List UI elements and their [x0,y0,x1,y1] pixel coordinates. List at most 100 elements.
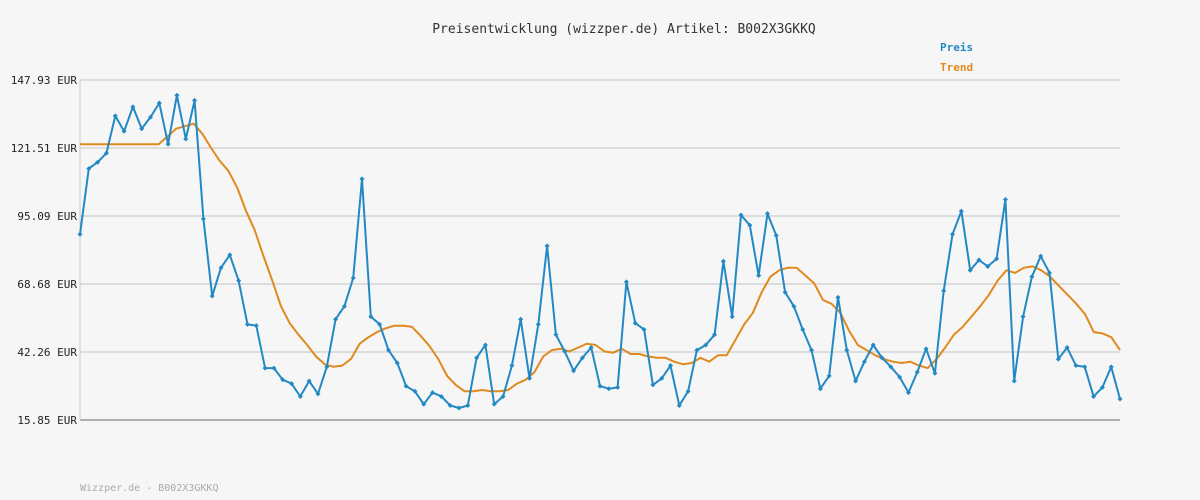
data-point [156,100,162,106]
data-point [712,332,718,338]
data-point [985,263,991,269]
series-trend [80,122,1121,393]
data-point [967,267,973,273]
data-point [676,402,682,408]
data-point [262,365,268,371]
data-point [1011,378,1017,384]
data-point [571,368,577,374]
data-point [253,323,259,329]
data-point [1038,253,1044,259]
data-point [720,258,726,264]
data-point [597,383,603,389]
data-point [1055,356,1061,362]
data-point [1117,396,1123,402]
data-point [139,126,145,132]
data-point [192,97,198,103]
data-point [324,364,330,370]
data-point [623,279,629,285]
data-point [650,382,656,388]
data-point [403,383,409,389]
data-point [932,370,938,376]
series-preis [77,92,1123,411]
data-point [579,355,585,361]
y-axis-ticks: 147.93 EUR 121.51 EUR 95.09 EUR 68.68 EUR 42… [11,74,78,427]
data-point [103,150,109,156]
y-tick-label: 121.51 EUR [11,142,78,155]
legend-preis: Preis [940,41,973,54]
data-point [588,345,594,351]
data-point [359,176,365,182]
data-point [1020,314,1026,320]
y-tick-label: 15.85 EUR [17,414,77,427]
data-point [368,314,374,320]
data-point [385,347,391,353]
data-point [227,252,233,258]
data-point [905,390,911,396]
data-point [394,360,400,366]
data-point [835,294,841,300]
y-tick-label: 147.93 EUR [11,74,78,87]
grid-lines [80,79,1120,353]
data-point [606,386,612,392]
data-point [844,347,850,353]
data-point [491,401,497,407]
data-point [77,231,83,237]
data-point [341,303,347,309]
y-tick-label: 42.26 EUR [17,346,77,359]
data-point [121,128,127,134]
data-point [315,391,321,397]
data-point [958,208,964,214]
data-point [800,327,806,333]
data-point [271,365,277,371]
data-point [421,401,427,407]
data-point [738,212,744,218]
data-point [509,363,515,369]
data-point [1099,384,1105,390]
data-point [826,373,832,379]
data-point [535,321,541,327]
data-point [482,342,488,348]
data-point [447,402,453,408]
series-trend-line [80,122,1121,393]
data-point [976,257,982,263]
data-point [1073,363,1079,369]
data-point [95,159,101,165]
data-point [782,289,788,295]
data-point [668,363,674,369]
data-point [1108,364,1114,370]
data-point [1029,274,1035,280]
data-point [861,359,867,365]
data-point [518,316,524,322]
chart-title: Preisentwicklung (wizzper.de) Artikel: B… [432,22,816,37]
data-point [112,113,118,119]
data-point [430,390,436,396]
data-point [465,402,471,408]
data-point [500,393,506,399]
series-preis-line [79,94,1121,409]
data-point [236,278,242,284]
data-point [562,348,568,354]
data-point [438,393,444,399]
data-point [306,378,312,384]
data-point [694,347,700,353]
data-point [817,386,823,392]
data-point [791,303,797,309]
data-point [183,136,189,142]
data-point [950,231,956,237]
data-point [148,114,154,120]
data-point [553,332,559,338]
data-point [897,374,903,380]
data-point [1064,345,1070,351]
data-point [200,216,206,222]
footer-text: Wizzper.de - B002X3GKKQ [80,483,218,494]
y-tick-label: 95.09 EUR [17,210,77,223]
data-point [1082,364,1088,370]
data-point [615,384,621,390]
data-point [914,369,920,375]
data-point [244,321,250,327]
data-point [130,104,136,110]
data-point [685,388,691,394]
data-point [1002,197,1008,203]
data-point [729,314,735,320]
